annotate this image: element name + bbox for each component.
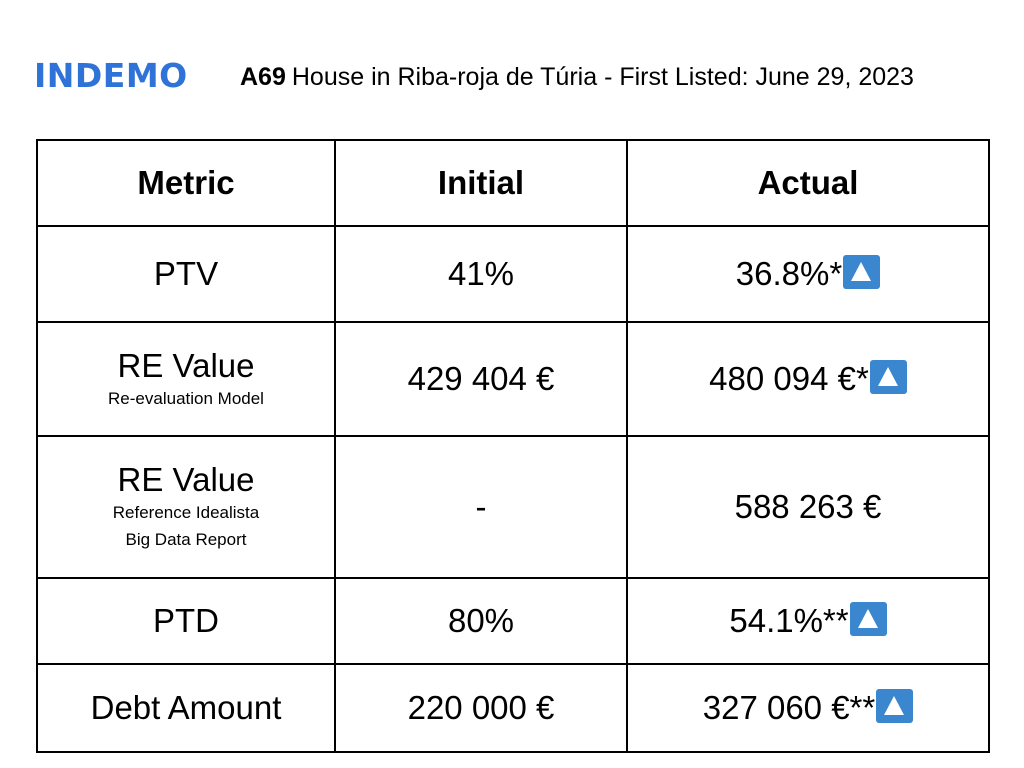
table-row: PTD 80% 54.1%** — [36, 577, 990, 665]
table-row: Debt Amount 220 000 € 327 060 €** — [36, 663, 990, 753]
actual-value: 54.1%** — [729, 602, 849, 639]
metric-cell: RE Value Reference Idealista Big Data Re… — [36, 435, 336, 579]
initial-cell: 220 000 € — [334, 663, 628, 753]
metric-cell: RE Value Re-evaluation Model — [36, 321, 336, 437]
column-header-actual: Actual — [626, 139, 990, 227]
initial-cell: 41% — [334, 225, 628, 323]
actual-value: 327 060 €** — [702, 689, 876, 726]
actual-value: 588 263 € — [734, 488, 882, 525]
actual-cell: 54.1%** — [626, 577, 990, 665]
initial-cell: 429 404 € — [334, 321, 628, 437]
up-arrow-icon — [849, 602, 887, 636]
actual-cell: 480 094 €* — [626, 321, 990, 437]
metric-name: PTD — [153, 602, 219, 639]
metric-subtitle: Re-evaluation Model — [108, 388, 264, 408]
column-header-initial: Initial — [334, 139, 628, 227]
table-row: PTV 41% 36.8%* — [36, 225, 990, 323]
initial-cell: - — [334, 435, 628, 579]
metrics-table: Metric Initial Actual PTV 41% 36.8%* RE … — [36, 139, 990, 753]
metric-name: PTV — [153, 255, 219, 292]
property-title: House in Riba-roja de Túria - First List… — [291, 63, 914, 91]
actual-value: 480 094 €* — [709, 360, 869, 397]
actual-cell: 327 060 €** — [626, 663, 990, 753]
page-header: INDEMO A69 House in Riba-roja de Túria - … — [0, 52, 1024, 100]
indemo-logo: INDEMO — [34, 56, 188, 95]
actual-value: 36.8%* — [735, 255, 843, 292]
metric-name: Debt Amount — [90, 689, 282, 726]
initial-value: 41% — [447, 255, 515, 292]
table-header-row: Metric Initial Actual — [36, 139, 990, 227]
initial-value: 429 404 € — [407, 360, 555, 397]
actual-cell: 588 263 € — [626, 435, 990, 579]
property-code: A69 — [240, 63, 286, 91]
initial-value: 220 000 € — [407, 689, 555, 726]
metric-name: RE Value — [117, 461, 255, 498]
initial-value: - — [475, 488, 487, 525]
initial-cell: 80% — [334, 577, 628, 665]
table-row: RE Value Reference Idealista Big Data Re… — [36, 435, 990, 579]
actual-cell: 36.8%* — [626, 225, 990, 323]
up-arrow-icon — [869, 360, 907, 394]
column-header-metric: Metric — [36, 139, 336, 227]
page-title: A69 House in Riba-roja de Túria - First L… — [240, 60, 914, 94]
table-row: RE Value Re-evaluation Model 429 404 € 4… — [36, 321, 990, 437]
up-arrow-icon — [876, 689, 914, 723]
metric-subtitle: Big Data Report — [125, 530, 247, 549]
metric-name: RE Value — [117, 346, 255, 384]
metric-cell: PTV — [36, 225, 336, 323]
initial-value: 80% — [447, 602, 515, 639]
up-arrow-icon — [843, 255, 881, 289]
metric-subtitle: Reference Idealista — [112, 503, 260, 522]
metric-cell: Debt Amount — [36, 663, 336, 753]
metric-cell: PTD — [36, 577, 336, 665]
